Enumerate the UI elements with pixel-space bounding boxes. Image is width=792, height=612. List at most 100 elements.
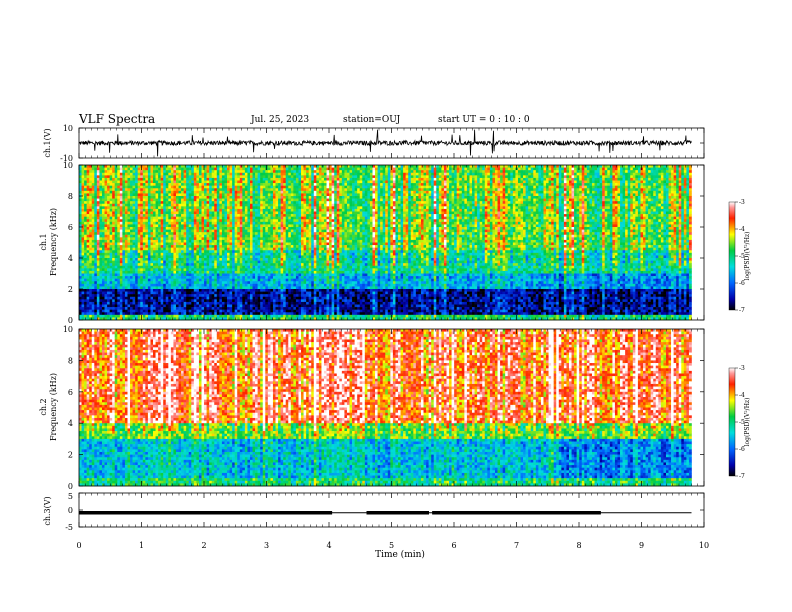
spectrogram-cell [240, 305, 243, 308]
spectrogram-cell [209, 240, 212, 243]
spectrogram-cell [140, 219, 143, 222]
spectrogram-cell [247, 284, 250, 287]
spectrogram-cell [125, 258, 128, 261]
spectrogram-cell [107, 274, 110, 277]
spectrogram-cell [227, 224, 230, 227]
spectrogram-cell [117, 243, 120, 246]
spectrogram-cell [235, 279, 238, 282]
spectrogram-cell [230, 299, 233, 302]
spectrogram-cell [186, 302, 189, 305]
spectrogram-cell [163, 302, 166, 305]
spectrogram-cell [191, 235, 194, 238]
spectrogram-cell [199, 232, 202, 235]
spectrogram-cell [186, 175, 189, 178]
spectrogram-cell [145, 212, 148, 215]
spectrogram-cell [263, 188, 266, 191]
spectrogram-cell [135, 186, 138, 189]
spectrogram-cell [265, 183, 268, 186]
spectrogram-cell [84, 199, 87, 202]
spectrogram-cell [207, 235, 210, 238]
spectrogram-cell [112, 261, 115, 264]
spectrogram-cell [110, 201, 113, 204]
spectrogram-cell [173, 237, 176, 240]
spectrogram-cell [235, 302, 238, 305]
spectrogram-cell [168, 227, 171, 230]
spectrogram-cell [227, 271, 230, 274]
spectrogram-cell [163, 201, 166, 204]
spectrogram-cell [199, 230, 202, 233]
spectrogram-cell [268, 237, 271, 240]
spectrogram-cell [260, 268, 263, 271]
spectrogram-cell [253, 217, 256, 220]
spectrogram-cell [102, 209, 105, 212]
spectrogram-cell [145, 201, 148, 204]
spectrogram-cell [224, 193, 227, 196]
spectrogram-cell [97, 222, 100, 225]
spectrogram-cell [227, 178, 230, 181]
spectrogram-cell [250, 222, 253, 225]
spectrogram-cell [214, 173, 217, 176]
spectrogram-cell [166, 170, 169, 173]
spectrogram-cell [97, 299, 100, 302]
spectrogram-cell [127, 299, 130, 302]
spectrogram-cell [84, 196, 87, 199]
spectrogram-cell [263, 286, 266, 289]
spectrogram-cell [161, 212, 164, 215]
spectrogram-cell [122, 245, 125, 248]
spectrogram-cell [94, 224, 97, 227]
spectrogram-cell [120, 274, 123, 277]
spectrogram-cell [250, 248, 253, 251]
spectrogram-cell [222, 181, 225, 184]
spectrogram-cell [168, 292, 171, 295]
spectrogram-cell [125, 245, 128, 248]
spectrogram-cell [181, 165, 184, 168]
spectrogram-cell [270, 227, 273, 230]
spectrogram-cell [115, 305, 118, 308]
spectrogram-cell [92, 274, 95, 277]
spectrogram-cell [120, 235, 123, 238]
spectrogram-cell [143, 168, 146, 171]
spectrogram-cell [250, 289, 253, 292]
spectrogram-cell [140, 271, 143, 274]
spectrogram-cell [189, 243, 192, 246]
spectrogram-cell [122, 191, 125, 194]
spectrogram-cell [268, 307, 271, 310]
spectrogram-cell [202, 297, 205, 300]
spectrogram-cell [107, 204, 110, 207]
spectrogram-cell [120, 292, 123, 295]
spectrogram-cell [161, 315, 164, 318]
spectrogram-cell [166, 175, 169, 178]
spectrogram-cell [105, 294, 108, 297]
spectrogram-cell [148, 181, 151, 184]
spectrogram-cell [94, 222, 97, 225]
spectrogram-cell [148, 222, 151, 225]
spectrogram-cell [270, 217, 273, 220]
spectrogram-cell [158, 235, 161, 238]
spectrogram-cell [125, 310, 128, 313]
spectrogram-cell [207, 191, 210, 194]
spectrogram-cell [255, 206, 258, 209]
spectrogram-cell [237, 193, 240, 196]
spectrogram-cell [145, 193, 148, 196]
spectrogram-cell [120, 284, 123, 287]
spectrogram-cell [184, 201, 187, 204]
spectrogram-cell [263, 258, 266, 261]
spectrogram-cell [263, 305, 266, 308]
spectrogram-cell [250, 199, 253, 202]
spectrogram-cell [99, 178, 102, 181]
spectrogram-cell [112, 307, 115, 310]
spectrogram-cell [138, 245, 141, 248]
spectrogram-cell [176, 230, 179, 233]
spectrogram-cell [89, 201, 92, 204]
spectrogram-cell [263, 261, 266, 264]
spectrogram-cell [107, 186, 110, 189]
spectrogram-cell [212, 204, 215, 207]
spectrogram-cell [161, 227, 164, 230]
spectrogram-cell [140, 305, 143, 308]
spectrogram-cell [153, 266, 156, 269]
spectrogram-cell [189, 181, 192, 184]
spectrogram-cell [255, 299, 258, 302]
spectrogram-cell [173, 266, 176, 269]
spectrogram-cell [230, 297, 233, 300]
spectrogram-cell [125, 263, 128, 266]
